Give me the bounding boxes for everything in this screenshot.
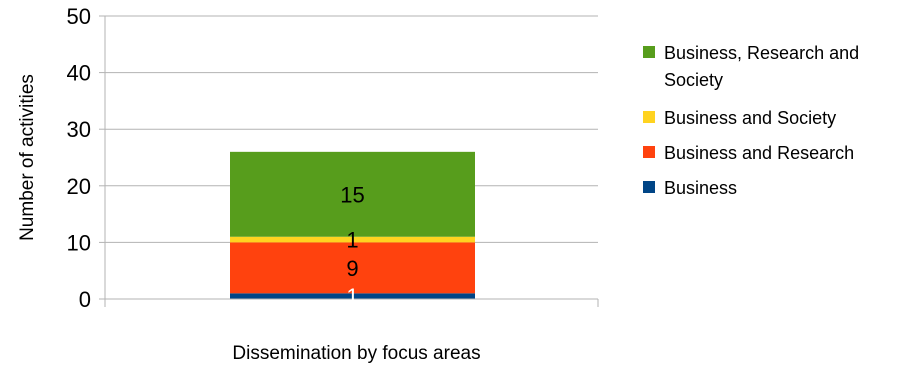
legend-label: Business, Research and Society [664, 43, 859, 90]
legend: Business, Research and Society Business an… [643, 43, 859, 198]
data-labels: 1 9 1 15 [340, 182, 364, 309]
gridlines [105, 15, 598, 243]
y-tick-label: 0 [79, 287, 91, 312]
legend-swatch [643, 111, 655, 123]
legend-label: Business and Research [664, 143, 854, 163]
bar-segment [230, 242, 475, 294]
bar-segment [230, 293, 475, 299]
legend-swatch [643, 46, 655, 58]
y-tick-label: 40 [67, 61, 91, 86]
x-axis-title: Dissemination by focus areas [232, 343, 480, 364]
data-label: 1 [346, 284, 358, 309]
bar-segment [230, 151, 475, 237]
y-tick-label: 10 [67, 230, 91, 255]
bar-stack [230, 151, 475, 299]
data-label: 15 [340, 182, 364, 207]
y-axis-title: Number of activities [17, 74, 38, 241]
y-tick-label: 50 [67, 4, 91, 29]
legend-swatch [643, 146, 655, 158]
legend-label: Business [664, 178, 737, 198]
legend-swatch [643, 181, 655, 193]
data-label: 9 [346, 256, 358, 281]
y-tick-label: 30 [67, 117, 91, 142]
legend-label: Business and Society [664, 108, 836, 128]
bar-segment [230, 236, 475, 243]
data-label: 1 [346, 228, 358, 253]
y-tick-label: 20 [67, 174, 91, 199]
axes [104, 16, 598, 300]
y-axis-ticks: 0 10 20 30 40 50 [67, 4, 599, 312]
